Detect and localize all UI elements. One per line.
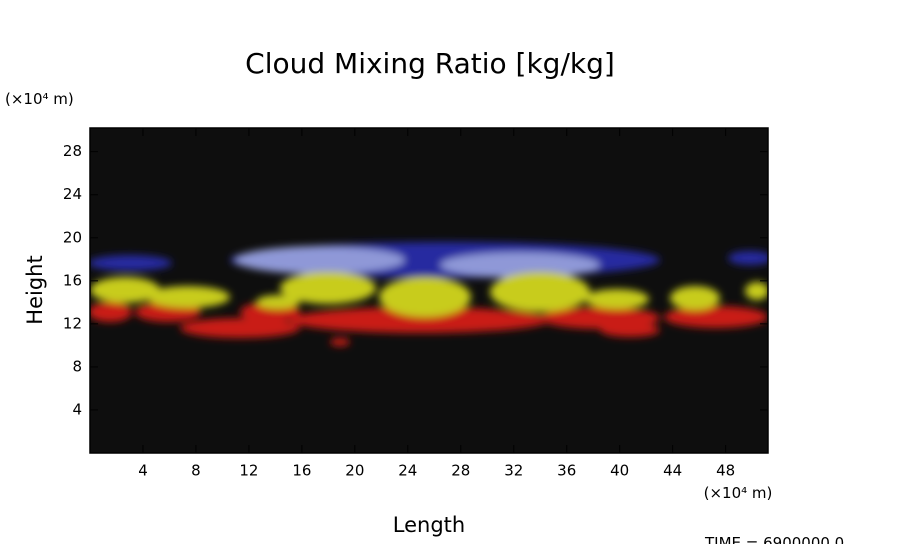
y-tick-label: 4	[72, 400, 82, 418]
x-tick-label: 12	[239, 462, 258, 480]
x-tick-label: 32	[504, 462, 523, 480]
x-tick-label: 16	[292, 462, 311, 480]
y-tick-label: 28	[63, 142, 82, 160]
x-axis-label: Length	[393, 513, 465, 537]
x-tick-label: 48	[716, 462, 735, 480]
x-unit: (×10⁴ m)	[704, 484, 773, 502]
x-tick-label: 24	[398, 462, 417, 480]
x-tick-label: 44	[663, 462, 682, 480]
time-annotation: TIME = 6900000.0	[704, 534, 844, 544]
y-tick-label: 20	[63, 228, 82, 246]
x-tick-label: 20	[345, 462, 364, 480]
chart-title: Cloud Mixing Ratio [kg/kg]	[245, 47, 615, 80]
plot-frame	[89, 127, 769, 454]
y-tick-label: 8	[72, 357, 82, 375]
y-tick-label: 12	[63, 314, 82, 332]
x-tick-label: 36	[557, 462, 576, 480]
cloud-field	[90, 242, 768, 346]
y-axis-label: Height	[23, 255, 47, 324]
y-tick-label: 16	[63, 271, 82, 289]
x-tick-label: 8	[191, 462, 201, 480]
x-tick-label: 28	[451, 462, 470, 480]
y-unit: (×10⁴ m)	[5, 90, 74, 108]
x-tick-label: 40	[610, 462, 629, 480]
x-tick-label: 4	[138, 462, 148, 480]
y-tick-label: 24	[63, 185, 82, 203]
